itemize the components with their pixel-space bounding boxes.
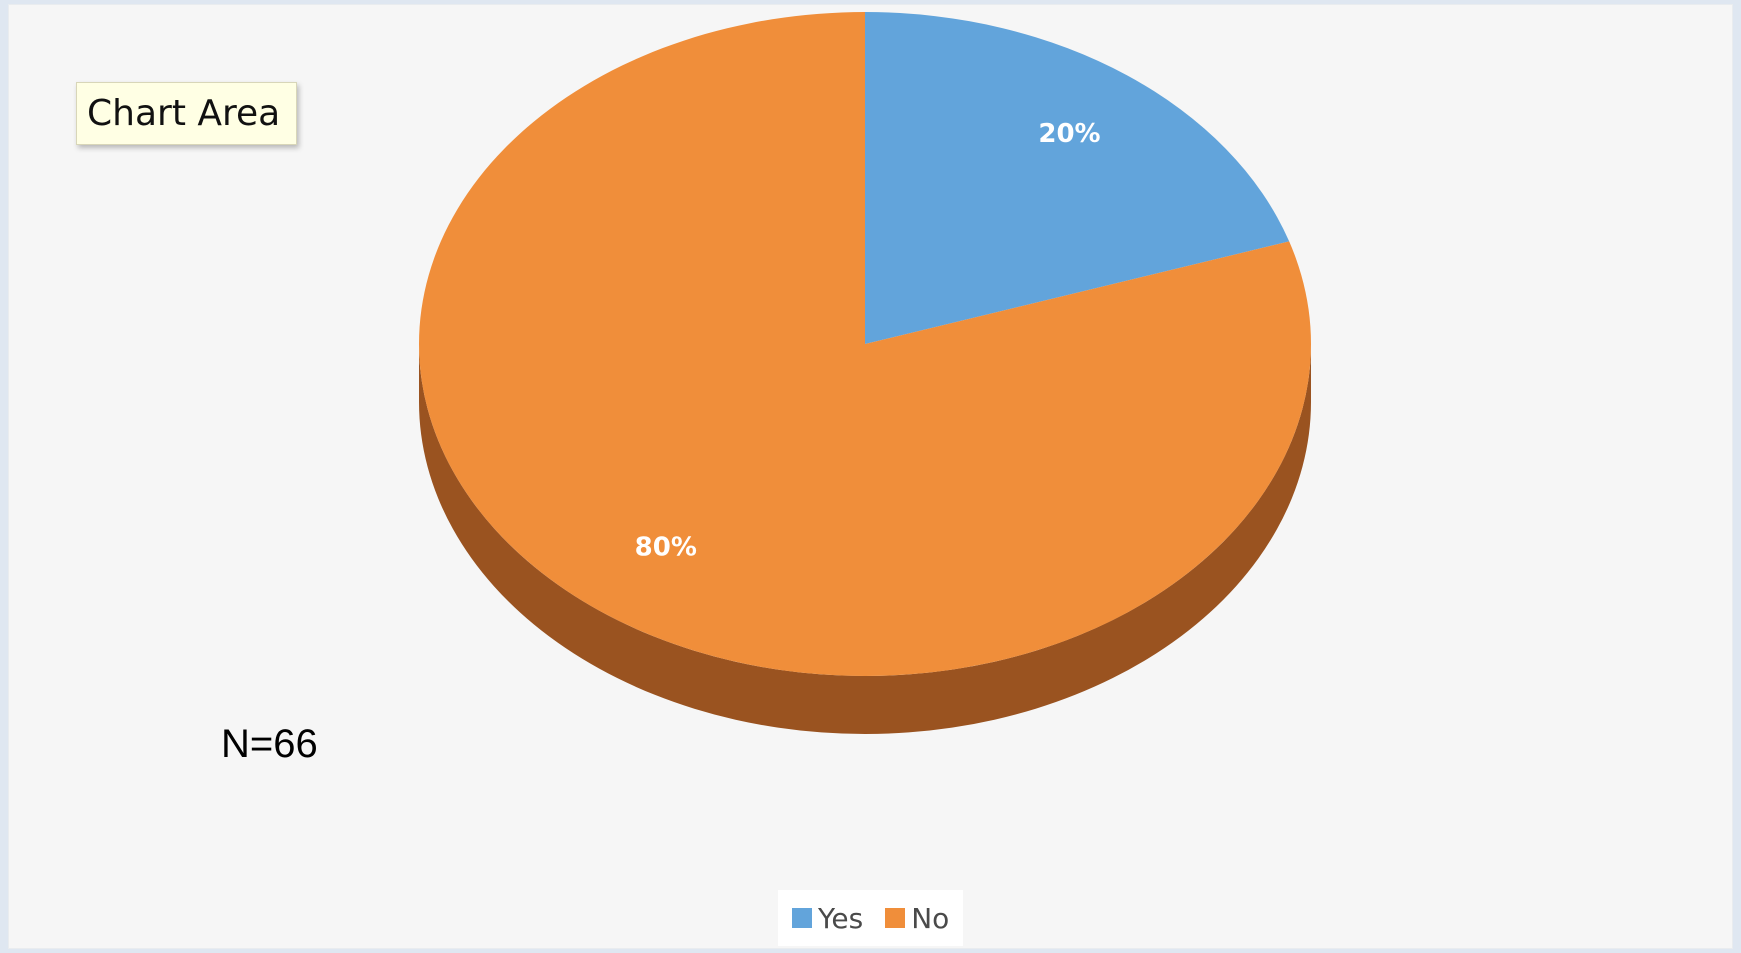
pie-chart[interactable]: 20% 80%	[8, 4, 1733, 949]
legend-label-yes: Yes	[818, 901, 864, 935]
chart-area-tooltip: Chart Area	[76, 82, 298, 145]
legend-item-no[interactable]: No	[885, 902, 949, 935]
chart-frame: 20% 80% Chart Area N=66 Yes No	[8, 4, 1733, 949]
data-label-no: 80%	[635, 533, 697, 563]
legend-item-yes[interactable]: Yes	[792, 902, 863, 935]
pie-labels: 20% 80%	[635, 119, 1101, 563]
sample-size-annotation: N=66	[221, 722, 318, 766]
data-label-yes: 20%	[1038, 119, 1100, 149]
legend-label-no: No	[911, 901, 950, 935]
legend-swatch-no	[885, 908, 906, 928]
pie-side-no	[419, 344, 1311, 734]
legend-swatch-yes	[792, 908, 812, 928]
pie-slices	[419, 12, 1312, 676]
pie-slice-no[interactable]	[419, 12, 1312, 676]
pie-slice-yes[interactable]	[865, 12, 1290, 344]
chart-legend[interactable]: Yes No	[778, 890, 964, 946]
pie-depth	[419, 344, 1311, 734]
